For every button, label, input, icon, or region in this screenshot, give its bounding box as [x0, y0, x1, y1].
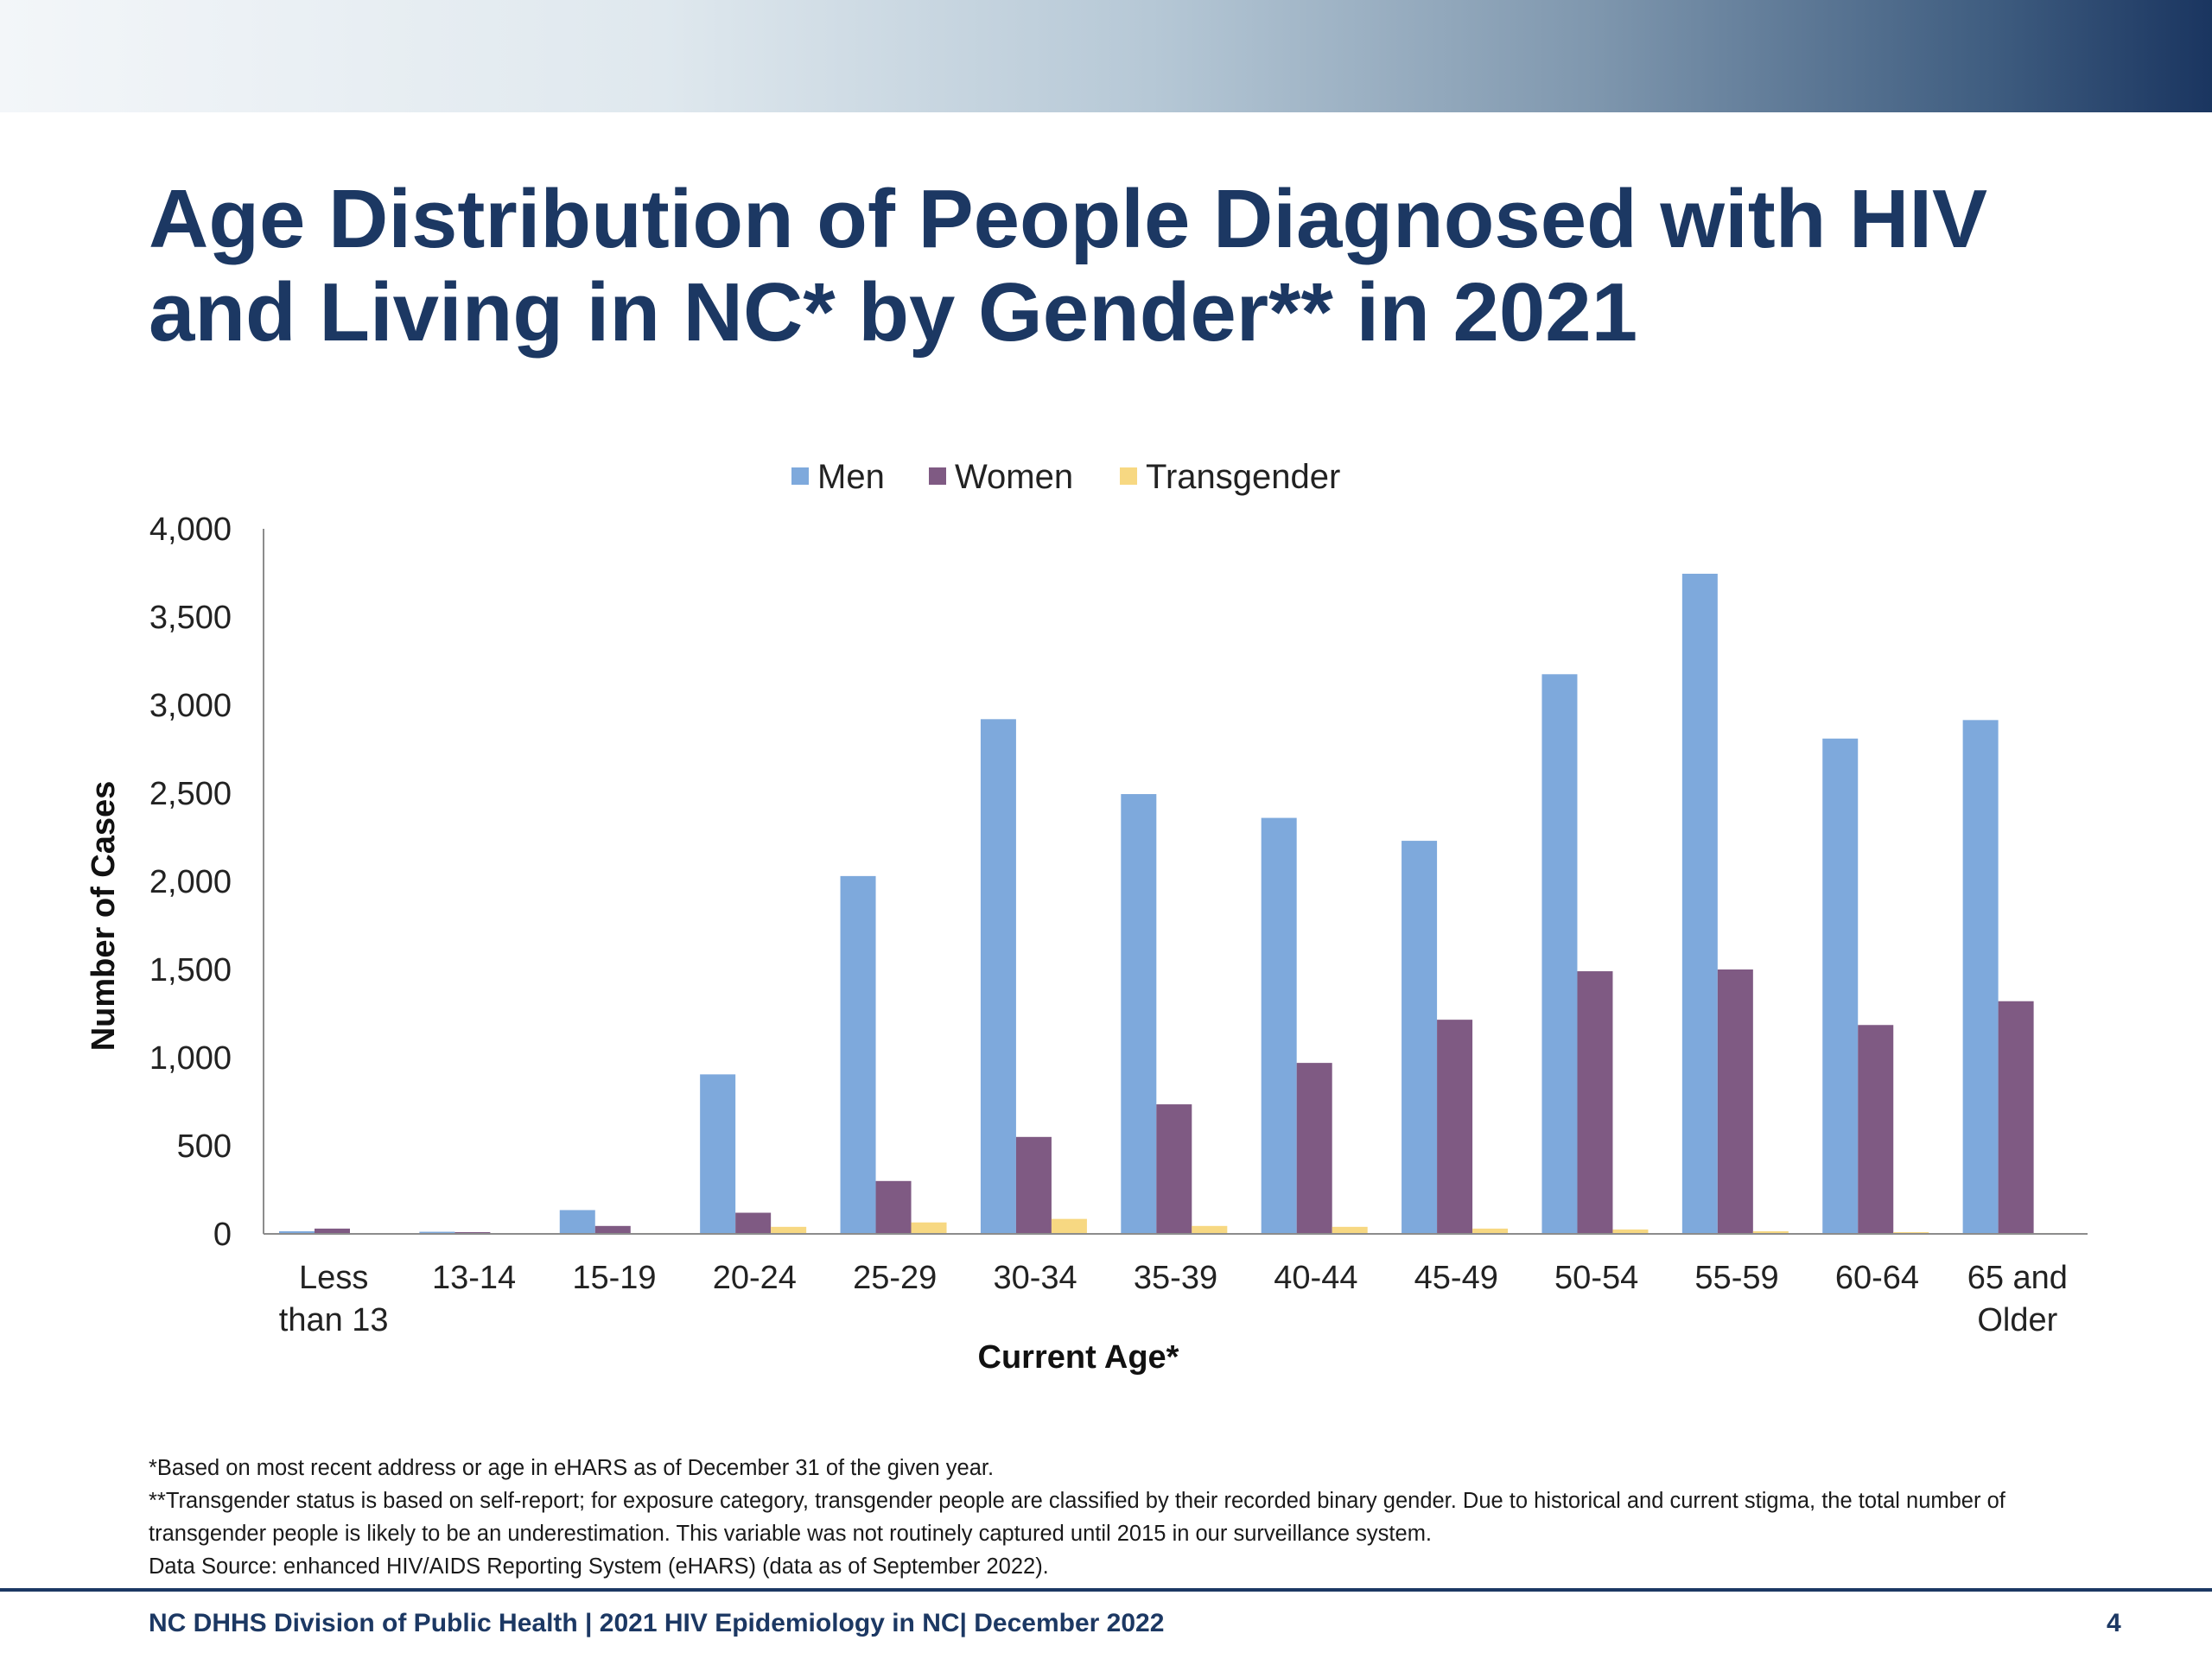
x-axis-label: Current Age* [978, 1339, 1179, 1376]
bar-men-9 [1541, 674, 1578, 1234]
footnote-1: *Based on most recent address or age in … [149, 1456, 995, 1480]
bar-transgender-11 [1893, 1231, 1929, 1234]
x-tick-label: Older [1977, 1302, 2057, 1338]
bar-transgender-6 [1192, 1225, 1228, 1234]
footnote-3: transgender people is likely to be an un… [149, 1522, 1433, 1546]
x-tick-label: 60-64 [1835, 1260, 1919, 1296]
bar-women-6 [1156, 1104, 1192, 1234]
x-tick-label: 45-49 [1414, 1260, 1498, 1296]
bar-men-3 [700, 1074, 736, 1234]
bar-transgender-8 [1472, 1228, 1509, 1234]
y-tick-label: 0 [213, 1217, 232, 1253]
x-tick-label: than 13 [279, 1302, 389, 1338]
bar-transgender-5 [1051, 1218, 1087, 1234]
slide-title-line-2: and Living in NC* by Gender** in 2021 [149, 266, 1638, 359]
bar-women-7 [1296, 1063, 1332, 1234]
bar-women-0 [315, 1228, 350, 1234]
x-tick-label: 30-34 [994, 1260, 1077, 1296]
bar-men-7 [1261, 817, 1297, 1234]
bar-men-0 [279, 1230, 315, 1234]
bar-men-12 [1962, 720, 1999, 1234]
bar-transgender-9 [1612, 1229, 1649, 1234]
bar-men-11 [1822, 738, 1859, 1234]
y-tick-label: 1,500 [149, 952, 232, 988]
footer-text: NC DHHS Division of Public Health | 2021… [149, 1609, 1165, 1637]
chart-legend: Men Women Transgender [791, 458, 1340, 496]
bar-transgender-7 [1332, 1226, 1368, 1234]
y-tick-label: 2,000 [149, 864, 232, 900]
x-tick-label: 50-54 [1554, 1260, 1638, 1296]
x-tick-label: 40-44 [1274, 1260, 1357, 1296]
x-tick-label: 13-14 [432, 1260, 516, 1296]
legend-label-men: Men [817, 458, 885, 496]
y-tick-label: 2,500 [149, 776, 232, 812]
x-tick-label: 65 and [1967, 1260, 2068, 1296]
chart-bars [279, 574, 2069, 1234]
y-tick-label: 4,000 [149, 512, 232, 548]
footnote-4: Data Source: enhanced HIV/AIDS Reporting… [149, 1554, 1049, 1579]
bar-women-8 [1437, 1020, 1473, 1234]
bar-transgender-3 [771, 1226, 807, 1234]
x-tick-label: 25-29 [853, 1260, 937, 1296]
bar-chart: Men Women Transgender 0 500 1,000 1,500 2,000 2… [86, 458, 2088, 1376]
bar-women-3 [735, 1212, 772, 1234]
bar-women-12 [1998, 1001, 2034, 1234]
top-gradient-band [0, 0, 2212, 112]
slide-title-line-1: Age Distribution of People Diagnosed wit… [149, 173, 1988, 265]
bar-women-5 [1015, 1136, 1052, 1234]
legend-swatch-men [791, 467, 809, 485]
y-tick-label: 3,500 [149, 600, 232, 636]
y-axis-ticks: 0 500 1,000 1,500 2,000 2,500 3,000 3,500 4,000 [149, 512, 232, 1253]
y-tick-label: 3,000 [149, 688, 232, 724]
bar-transgender-4 [911, 1222, 947, 1234]
bar-women-10 [1717, 969, 1753, 1234]
x-tick-label: 15-19 [572, 1260, 656, 1296]
legend-label-transgender: Transgender [1146, 458, 1340, 496]
legend-label-women: Women [955, 458, 1073, 496]
y-tick-label: 500 [177, 1128, 232, 1165]
legend-swatch-transgender [1120, 467, 1137, 485]
x-tick-label: 20-24 [713, 1260, 797, 1296]
bar-women-1 [454, 1231, 491, 1234]
bar-men-6 [1121, 794, 1157, 1234]
x-tick-label: 35-39 [1134, 1260, 1217, 1296]
bar-men-10 [1681, 574, 1718, 1234]
footer-divider [0, 1588, 2212, 1592]
bar-men-1 [419, 1231, 455, 1234]
bar-men-5 [980, 719, 1016, 1234]
bar-transgender-10 [1752, 1230, 1789, 1234]
x-tick-label: Less [299, 1260, 368, 1296]
x-tick-label: 55-59 [1694, 1260, 1778, 1296]
y-tick-label: 1,000 [149, 1040, 232, 1077]
slide-title: Age Distribution of People Diagnosed wit… [149, 173, 2136, 359]
bar-women-9 [1577, 971, 1613, 1234]
bar-women-11 [1858, 1025, 1894, 1234]
bar-women-4 [875, 1180, 912, 1234]
y-axis-label: Number of Cases [86, 781, 122, 1052]
x-axis-ticks: Less than 13 13-14 15-19 20-24 25-29 30-34 35-3… [279, 1260, 2068, 1338]
page-number: 4 [2107, 1609, 2121, 1637]
legend-swatch-women [929, 467, 946, 485]
bar-women-2 [594, 1225, 631, 1234]
bar-men-8 [1402, 841, 1438, 1234]
footnote-2: **Transgender status is based on self-re… [149, 1489, 2005, 1513]
bar-men-2 [559, 1210, 595, 1234]
footnotes: *Based on most recent address or age in … [149, 1452, 2101, 1583]
bar-men-4 [840, 875, 876, 1234]
